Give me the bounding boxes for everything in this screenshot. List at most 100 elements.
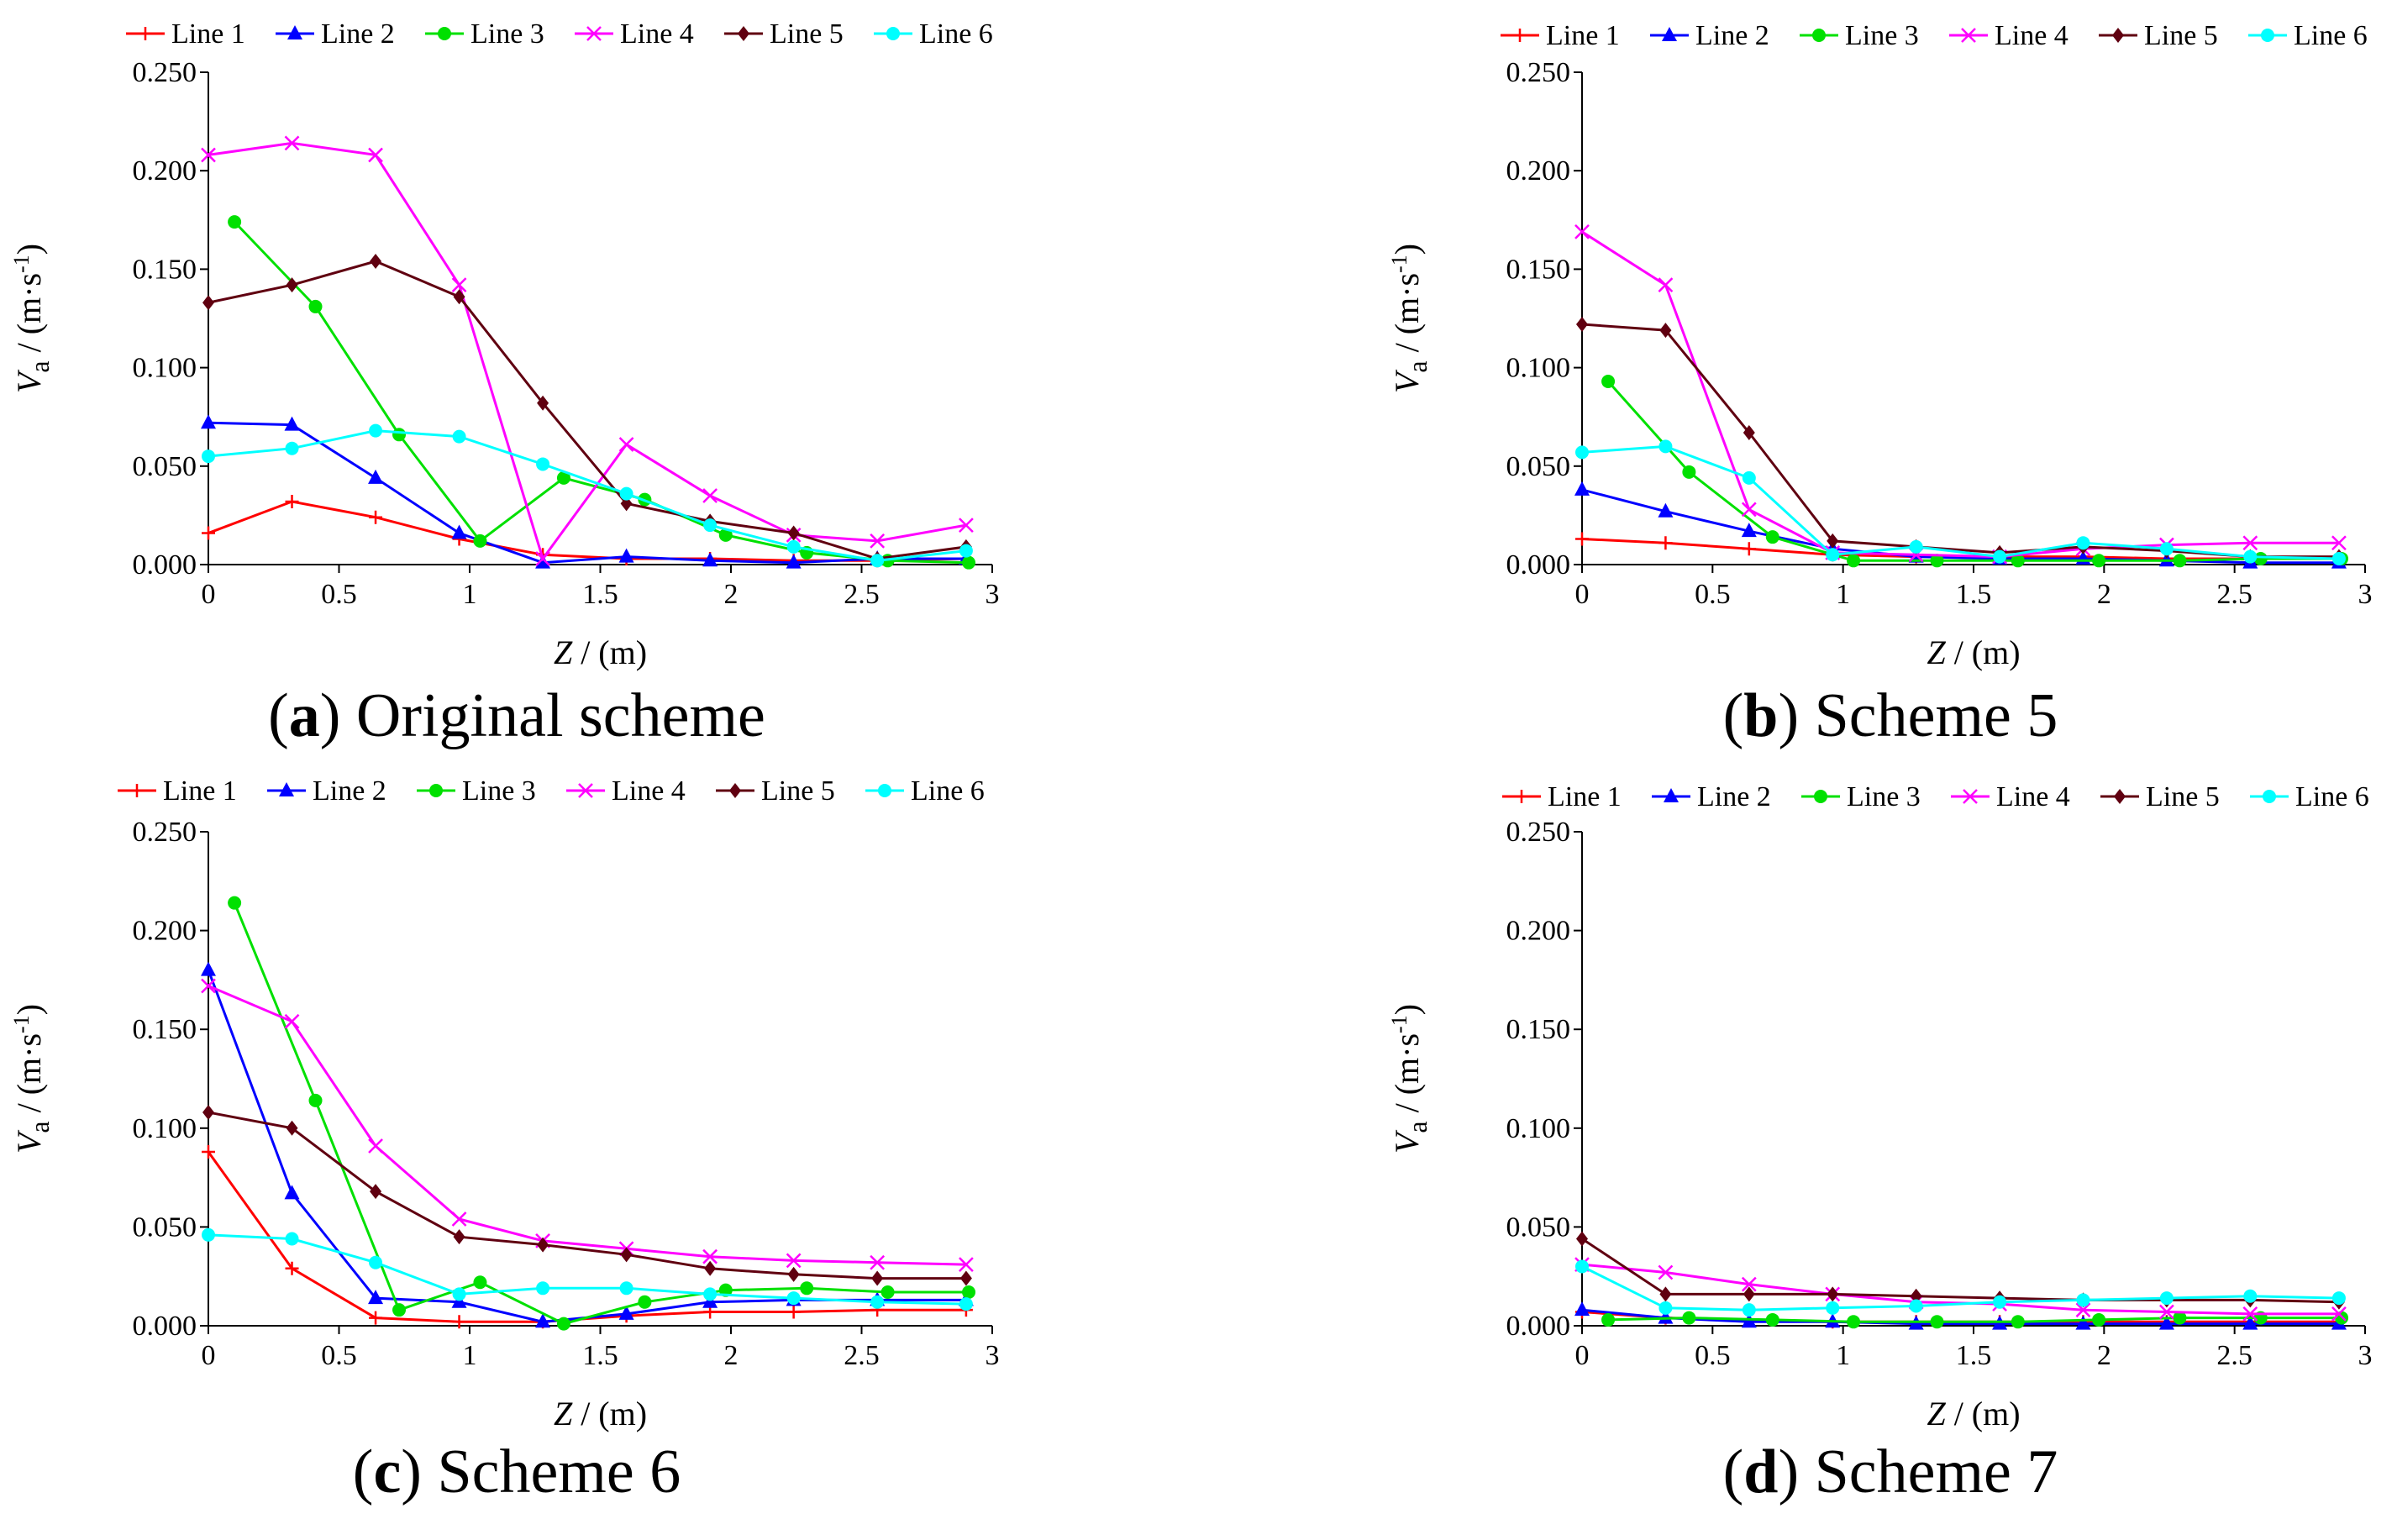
legend-marker [2261,29,2274,42]
data-point [2173,554,2187,568]
data-point [473,1275,487,1290]
x-tick-label: 2.5 [844,1340,880,1371]
data-point [537,395,549,411]
legend-label: Line 4 [1996,781,2070,812]
y-axis-variable: V [10,1129,48,1154]
legend-item-line-4: Line 4 [1949,20,2068,51]
data-point [1993,1295,2007,1309]
data-point [451,524,467,539]
data-point [1659,1286,1672,1302]
y-tick-label: 0.250 [133,57,197,88]
legend: Line 1 Line 2 Line 3 Line 4 Line 5 Line 6 [118,775,985,807]
chart-panel-b: 0.000 0.050 0.100 0.150 0.200 0.250 0 0.5 1 1.5 2 2… [1387,20,2373,750]
data-point [2331,551,2346,565]
data-point [2242,1306,2258,1322]
x-tick-label: 0 [202,1340,216,1371]
series-path [207,970,966,1323]
data-point [638,1295,652,1309]
data-point [284,416,300,431]
y-axis-unit: / (m·s [1388,1033,1426,1121]
x-tick-label: 1.5 [1956,1340,1992,1371]
x-tick-label: 1.5 [582,579,618,610]
caption-d: (d) Scheme 7 [1723,1438,2058,1506]
legend-marker [1662,27,1677,41]
data-point [1993,549,2007,564]
legend-marker [2114,789,2126,804]
data-point [619,486,633,501]
data-point [2331,535,2347,551]
legend-item-line-3: Line 3 [1801,781,1921,812]
legend-label: Line 5 [2146,781,2220,812]
series-line-6 [1575,439,2346,565]
legend-item-line-1: Line 1 [1501,20,1620,51]
x-tick-label: 0 [1575,579,1590,610]
caption-b: (b) Scheme 5 [1723,681,2058,750]
legend-marker [2112,28,2124,43]
data-point [2331,1291,2346,1306]
chart-panel-a: 0.000 0.050 0.100 0.150 0.200 0.250 0 0.5 1 1.5 2 2… [9,18,1000,750]
data-point [1741,523,1757,538]
caption-text: Scheme 5 [1815,681,2058,750]
legend-label: Line 4 [612,775,686,807]
legend-label: Line 3 [470,18,544,50]
data-point [202,1145,215,1159]
data-point [1765,530,1779,544]
legend-item-line-1: Line 1 [1502,781,1622,812]
data-point [537,1237,549,1253]
y-axis-label: Va / (m·s-1) [1387,244,1432,393]
y-axis-label: Va / (m·s-1) [9,1004,55,1154]
data-point [2011,554,2025,568]
data-point [962,555,976,570]
data-point [959,518,974,533]
y-tick-label: 0.200 [1506,155,1571,187]
data-point [201,961,216,976]
legend-label: Line 4 [1995,20,2068,51]
data-point [368,469,384,484]
y-tick-label: 0.200 [133,155,197,187]
data-point [1742,470,1756,485]
y-tick-label: 0.050 [133,1212,197,1243]
data-point [285,441,299,455]
caption-c: (c) Scheme 6 [353,1438,681,1506]
data-point [959,544,973,558]
data-point [201,147,216,163]
data-point [1930,1315,1944,1329]
data-point [2243,1289,2258,1303]
data-point [369,423,383,438]
y-axis-subscript: a [1402,360,1432,372]
data-point [959,1270,972,1286]
data-point [1574,223,1590,239]
data-point [473,533,487,548]
series-path [208,985,966,1266]
series-path [1608,1317,2342,1323]
legend-marker [1963,789,1978,804]
legend-label: Line 1 [163,775,237,807]
data-point [787,1266,800,1282]
data-point [702,552,718,567]
data-point [620,1247,633,1263]
series-path [207,1151,966,1323]
data-point [702,488,718,503]
series-path [1581,230,2339,559]
data-point [1909,539,1923,554]
caption-paren-open: ( [353,1438,374,1506]
data-point [2076,1293,2090,1307]
x-axis-label: Z / (m) [554,633,647,671]
legend-label: Line 2 [313,775,386,807]
legend-marker [1812,29,1826,42]
data-point [1741,1276,1757,1292]
series-path [208,421,966,565]
legend-label: Line 4 [620,18,694,50]
legend-item-line-5: Line 5 [724,18,844,50]
legend-marker [878,784,891,797]
series-line-4 [1574,1257,2347,1322]
data-point [2011,1315,2025,1329]
data-point [1742,1303,1756,1317]
x-tick-label: 1 [463,579,477,610]
data-point [284,1013,300,1029]
data-point [453,1229,465,1245]
x-tick-label: 0 [202,579,216,610]
legend: Line 1 Line 2 Line 3 Line 4 Line 5 Line 6 [1501,20,2368,51]
data-point [2243,549,2258,564]
y-tick-label: 0.050 [133,451,197,482]
